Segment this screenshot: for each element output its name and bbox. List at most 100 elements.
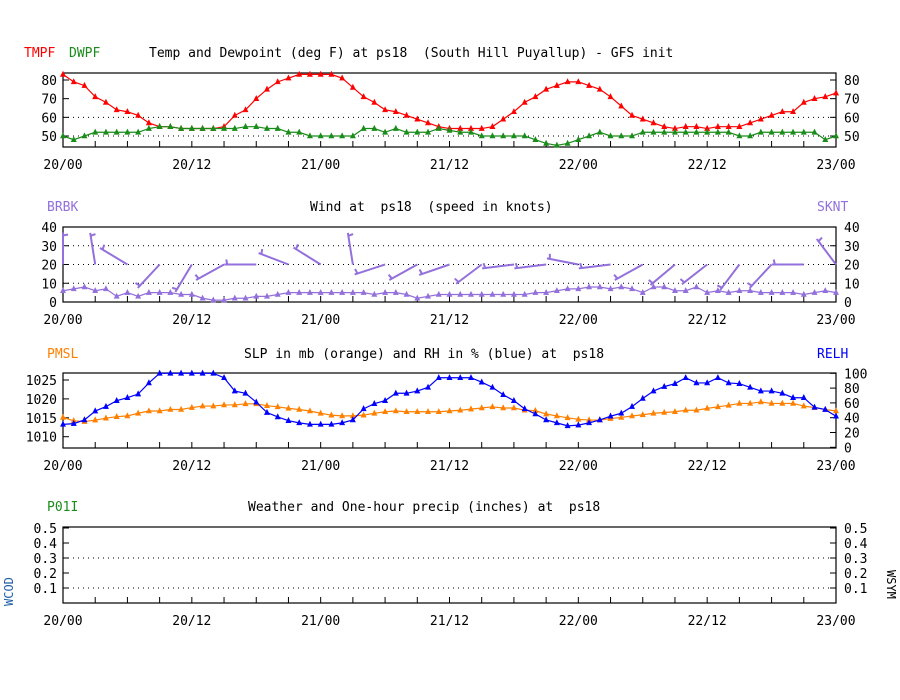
x-tick-label: 23/00 (816, 158, 855, 173)
relh-point (714, 374, 721, 381)
pmsl-point (510, 404, 517, 411)
x-tick-label: 21/12 (430, 158, 469, 173)
sknt-point (435, 290, 442, 297)
tmpf-point (392, 108, 399, 115)
y-tick-label: 0.3 (34, 552, 57, 567)
relh-point (790, 394, 797, 401)
dwpf-point (618, 132, 625, 139)
relh-point (242, 389, 249, 396)
pmsl-point (317, 409, 324, 416)
wind-barb (418, 263, 450, 276)
pmsl-point (500, 404, 507, 411)
sknt-point (833, 288, 839, 295)
sknt-point (188, 290, 195, 297)
tmpf-point (478, 124, 485, 131)
tmpf-point (811, 94, 818, 101)
y-tick-label: 70 (41, 93, 57, 108)
sknt-point (296, 288, 303, 295)
relh-point (231, 387, 238, 394)
pmsl-point (167, 405, 174, 412)
pmsl-point (371, 409, 378, 416)
wind-barb-staff (195, 263, 225, 281)
sknt-point (768, 288, 775, 295)
tmpf-point (274, 78, 281, 85)
relh-point (285, 416, 292, 423)
sknt-point (285, 288, 292, 295)
tmpf-point (317, 70, 324, 77)
relh-point (328, 420, 335, 427)
relh-point (629, 402, 635, 409)
sknt-point (682, 287, 689, 294)
tmpf-point (736, 122, 743, 129)
pmsl-point (306, 407, 313, 414)
pmsl-point (478, 404, 485, 411)
wind-barb-staff (514, 263, 547, 270)
sknt-point (446, 290, 453, 297)
pmsl-point (113, 412, 120, 419)
wind-barb (613, 263, 644, 281)
wind-barb (771, 259, 804, 266)
y-tick-label: 80 (844, 382, 860, 397)
dwpf-point (92, 128, 99, 135)
y-tick-label: 30 (844, 240, 860, 255)
relh-point (575, 421, 582, 428)
pmsl-point (457, 406, 464, 413)
dwpf-point (425, 128, 432, 135)
sknt-point (543, 288, 550, 295)
sknt-point (596, 283, 603, 290)
pmsl-point (92, 416, 99, 423)
wind-barb-feather (418, 269, 423, 275)
wind-barb-feather (387, 274, 393, 280)
y-tick-label: 10 (41, 277, 57, 292)
legend-tmpf: TMPF (24, 46, 55, 61)
sknt-point (607, 285, 614, 292)
sknt-point (317, 288, 324, 295)
dwpf-point (714, 128, 721, 135)
legend-dwpf: DWPF (69, 46, 100, 61)
x-tick-label: 23/00 (816, 313, 855, 328)
tmpf-point (500, 115, 507, 122)
tmpf-point (543, 85, 550, 92)
pmsl-point (543, 410, 550, 417)
sknt-point (156, 288, 163, 295)
sknt-point (736, 287, 743, 294)
side-label-wcod: WCOD (2, 577, 16, 606)
relh-point (339, 419, 346, 426)
sknt-point (757, 288, 764, 295)
wind-barb-feather (347, 233, 354, 237)
pmsl-point (629, 412, 635, 419)
x-tick-label: 22/12 (688, 313, 727, 328)
sknt-point (60, 287, 66, 294)
relh-point (639, 394, 646, 401)
dwpf-point (575, 136, 582, 143)
pmsl-point (274, 403, 281, 410)
dwpf-point (188, 124, 195, 131)
legend-relh: RELH (817, 347, 848, 362)
y-tick-label: 1025 (26, 374, 57, 389)
sknt-point (414, 294, 421, 301)
relh-point (178, 369, 185, 376)
relh-point (210, 369, 217, 376)
wind-barb-staff (546, 257, 579, 266)
relh-point (757, 387, 764, 394)
wind-barb-staff (137, 263, 161, 289)
pmsl-point (425, 408, 432, 415)
relh-point (371, 399, 378, 406)
tmpf-point (596, 85, 603, 92)
pmsl-point (102, 414, 109, 421)
sknt-point (242, 294, 249, 301)
tmpf-point (242, 106, 249, 113)
dwpf-point (650, 128, 657, 135)
dwpf-point (725, 128, 732, 135)
wind-barb (194, 263, 225, 281)
wind-barb-feather (295, 244, 299, 250)
pmsl-point (339, 412, 346, 419)
y-tick-label: 80 (844, 74, 860, 89)
dwpf-point (210, 124, 217, 131)
sknt-point (210, 296, 217, 303)
y-tick-label: 100 (844, 367, 867, 382)
pmsl-point (60, 413, 66, 420)
relh-point (543, 416, 550, 423)
x-tick-label: 21/00 (301, 459, 340, 474)
